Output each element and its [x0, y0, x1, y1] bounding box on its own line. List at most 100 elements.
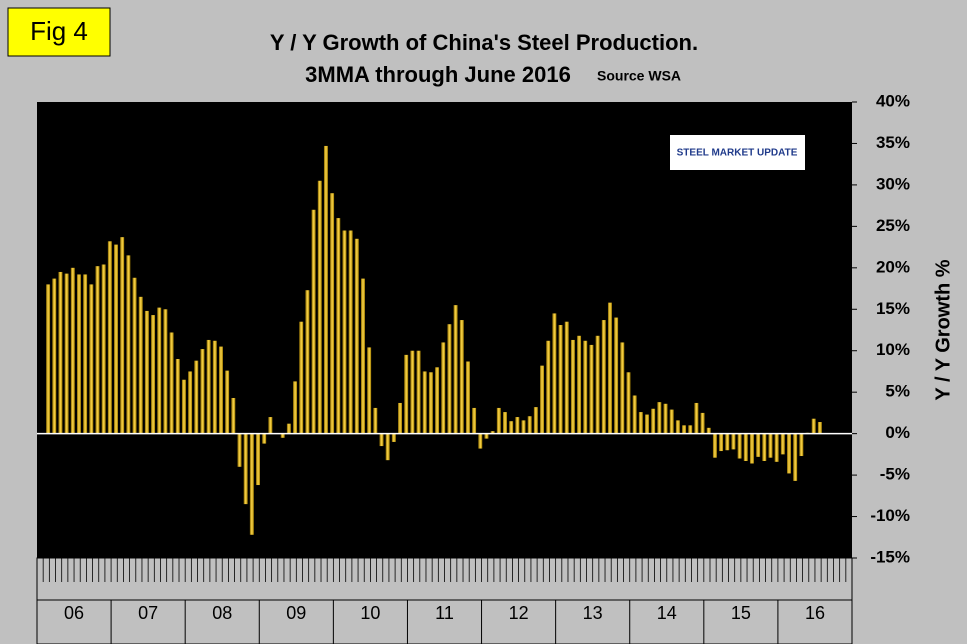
bar	[799, 433, 804, 457]
bar	[416, 350, 421, 434]
bar	[749, 433, 754, 464]
bar	[83, 274, 88, 434]
x-group-label: 13	[583, 603, 603, 623]
bar	[169, 332, 174, 434]
bar	[360, 278, 365, 434]
bar	[459, 320, 464, 434]
bar	[496, 407, 501, 434]
bar	[107, 241, 112, 434]
bar	[787, 433, 791, 474]
badge-box	[7, 7, 111, 57]
bar	[212, 340, 217, 434]
bar	[410, 350, 415, 434]
chart-title: Y / Y Growth of China's Steel Production…	[270, 30, 698, 55]
x-group-label: 12	[509, 603, 529, 623]
bar	[317, 180, 322, 434]
bar	[367, 347, 372, 434]
y-tick-label: -15%	[870, 547, 910, 566]
bar	[101, 264, 106, 434]
bar	[188, 371, 193, 434]
bar	[465, 361, 470, 434]
bar	[577, 335, 582, 434]
bar	[558, 325, 563, 434]
bar	[330, 193, 335, 434]
bar	[249, 433, 254, 535]
bar	[323, 145, 328, 434]
bar	[811, 418, 816, 434]
bar	[780, 433, 785, 455]
y-tick-label: 0%	[885, 423, 910, 442]
bar	[237, 433, 242, 467]
bar	[379, 433, 384, 447]
bar	[453, 305, 458, 434]
bar	[688, 425, 693, 434]
bar	[657, 402, 662, 434]
bar	[675, 420, 680, 434]
bar	[391, 433, 396, 442]
bar	[435, 367, 440, 434]
bar	[682, 425, 687, 434]
bar	[620, 342, 625, 434]
bar	[305, 290, 310, 434]
bar	[527, 416, 532, 434]
bar	[626, 372, 631, 434]
bar	[632, 395, 637, 434]
bar	[694, 402, 699, 434]
bar	[114, 244, 118, 434]
bar	[151, 315, 156, 434]
bar	[607, 302, 612, 434]
y-tick-label: 20%	[876, 257, 910, 276]
bar	[163, 309, 168, 434]
bar	[645, 414, 649, 434]
x-group-label: 08	[212, 603, 232, 623]
y-tick-label: -5%	[880, 465, 910, 484]
bar	[515, 417, 520, 434]
x-group-label: 07	[138, 603, 158, 623]
y-tick-label: 15%	[876, 299, 910, 318]
x-group-label: 15	[731, 603, 751, 623]
bar	[428, 372, 433, 434]
bar	[669, 409, 674, 434]
bar	[157, 307, 162, 434]
bar	[564, 321, 569, 434]
bar	[651, 408, 656, 434]
bar	[490, 431, 495, 434]
bar	[404, 354, 409, 434]
bar	[256, 433, 260, 486]
bar	[614, 317, 619, 434]
chart-subtitle: 3MMA through June 2016	[305, 62, 571, 87]
y-tick-label: 25%	[876, 216, 910, 235]
bar	[354, 238, 359, 434]
y-axis-title: Y / Y Growth %	[932, 259, 954, 400]
bar	[132, 277, 137, 434]
bar	[175, 359, 180, 434]
x-group-label: 10	[360, 603, 380, 623]
y-tick-label: 40%	[876, 91, 910, 110]
bar	[552, 313, 557, 434]
bar	[441, 342, 446, 434]
bar	[348, 230, 353, 434]
bar	[700, 412, 705, 434]
bar	[181, 379, 186, 434]
bar	[589, 344, 594, 434]
bar	[299, 321, 304, 434]
bar	[793, 433, 798, 481]
x-group-label: 11	[435, 603, 454, 623]
bar	[638, 412, 643, 434]
bar	[70, 267, 75, 434]
bar	[373, 407, 378, 434]
bar	[447, 324, 452, 434]
bar	[762, 433, 767, 461]
y-tick-label: 30%	[876, 174, 910, 193]
bar	[52, 278, 57, 434]
logo: STEEL MARKET UPDATE	[677, 148, 798, 159]
bar	[200, 349, 205, 434]
bar	[509, 421, 514, 434]
bar	[144, 310, 149, 434]
bar	[743, 433, 748, 461]
bar	[342, 230, 347, 434]
bar	[595, 335, 600, 434]
bar	[719, 433, 724, 452]
y-tick-label: 5%	[885, 382, 910, 401]
